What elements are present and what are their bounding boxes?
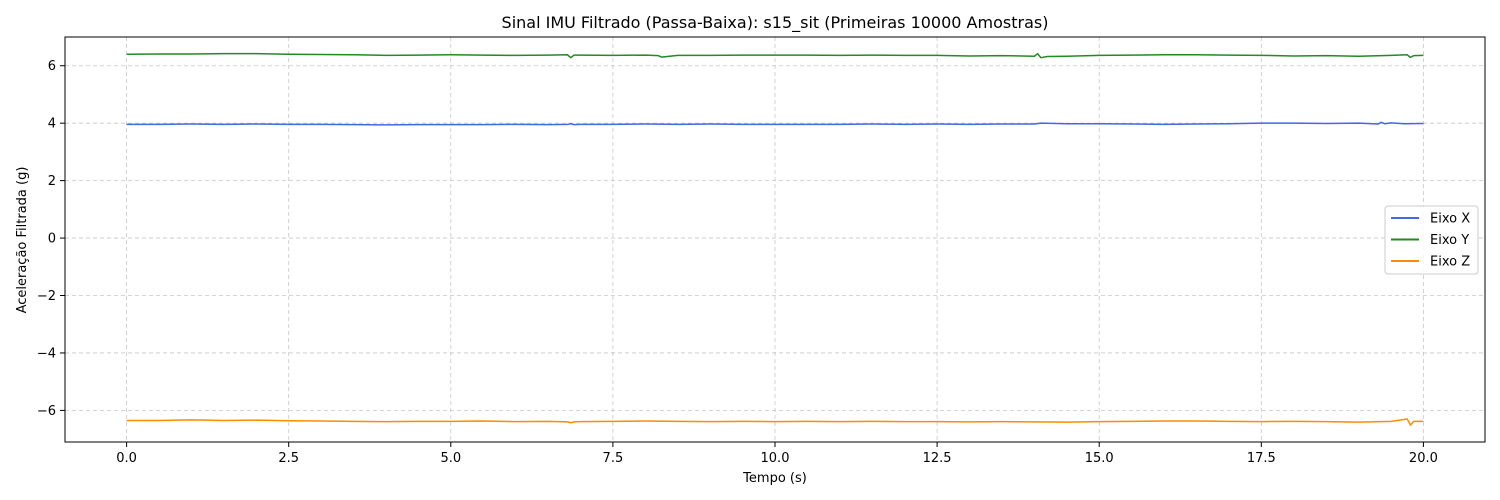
- x-tick-label: 5.0: [440, 451, 461, 466]
- x-tick-label: 20.0: [1409, 451, 1438, 466]
- y-axis-label: Aceleração Filtrada (g): [15, 167, 30, 314]
- y-tick-label: −6: [37, 404, 56, 419]
- series-line-2: [126, 418, 1424, 426]
- x-tick-label: 15.0: [1085, 451, 1114, 466]
- x-axis-label: Tempo (s): [742, 471, 807, 486]
- y-tick-label: 4: [48, 117, 56, 132]
- grid: [65, 37, 1485, 442]
- legend-label-0: Eixo X: [1430, 212, 1470, 227]
- x-tick-label: 10.0: [761, 451, 790, 466]
- legend: Eixo X Eixo Y Eixo Z: [1384, 205, 1479, 275]
- y-tick-label: −2: [37, 289, 56, 304]
- x-tick-label: 7.5: [603, 451, 624, 466]
- y-axis-ticks: −6 −4 −2 0 2 4 6: [37, 59, 65, 419]
- legend-label-2: Eixo Z: [1430, 255, 1470, 270]
- x-tick-label: 2.5: [278, 451, 299, 466]
- series-line-0: [126, 121, 1424, 126]
- x-tick-label: 17.5: [1247, 451, 1276, 466]
- x-tick-label: 0.0: [116, 451, 137, 466]
- legend-label-1: Eixo Y: [1430, 233, 1469, 248]
- y-tick-label: 2: [48, 174, 56, 189]
- x-tick-label: 12.5: [923, 451, 952, 466]
- y-tick-label: 6: [48, 59, 56, 74]
- legend-box: [1384, 205, 1479, 275]
- x-axis-ticks: 0.0 2.5 5.0 7.5 10.0 12.5 15.0 17.5 20.0: [116, 442, 1438, 466]
- y-tick-label: 0: [48, 232, 56, 247]
- plot-series: [126, 52, 1424, 426]
- chart-title: Sinal IMU Filtrado (Passa-Baixa): s15_si…: [502, 13, 1049, 33]
- series-line-1: [126, 52, 1424, 59]
- y-tick-label: −4: [37, 346, 56, 361]
